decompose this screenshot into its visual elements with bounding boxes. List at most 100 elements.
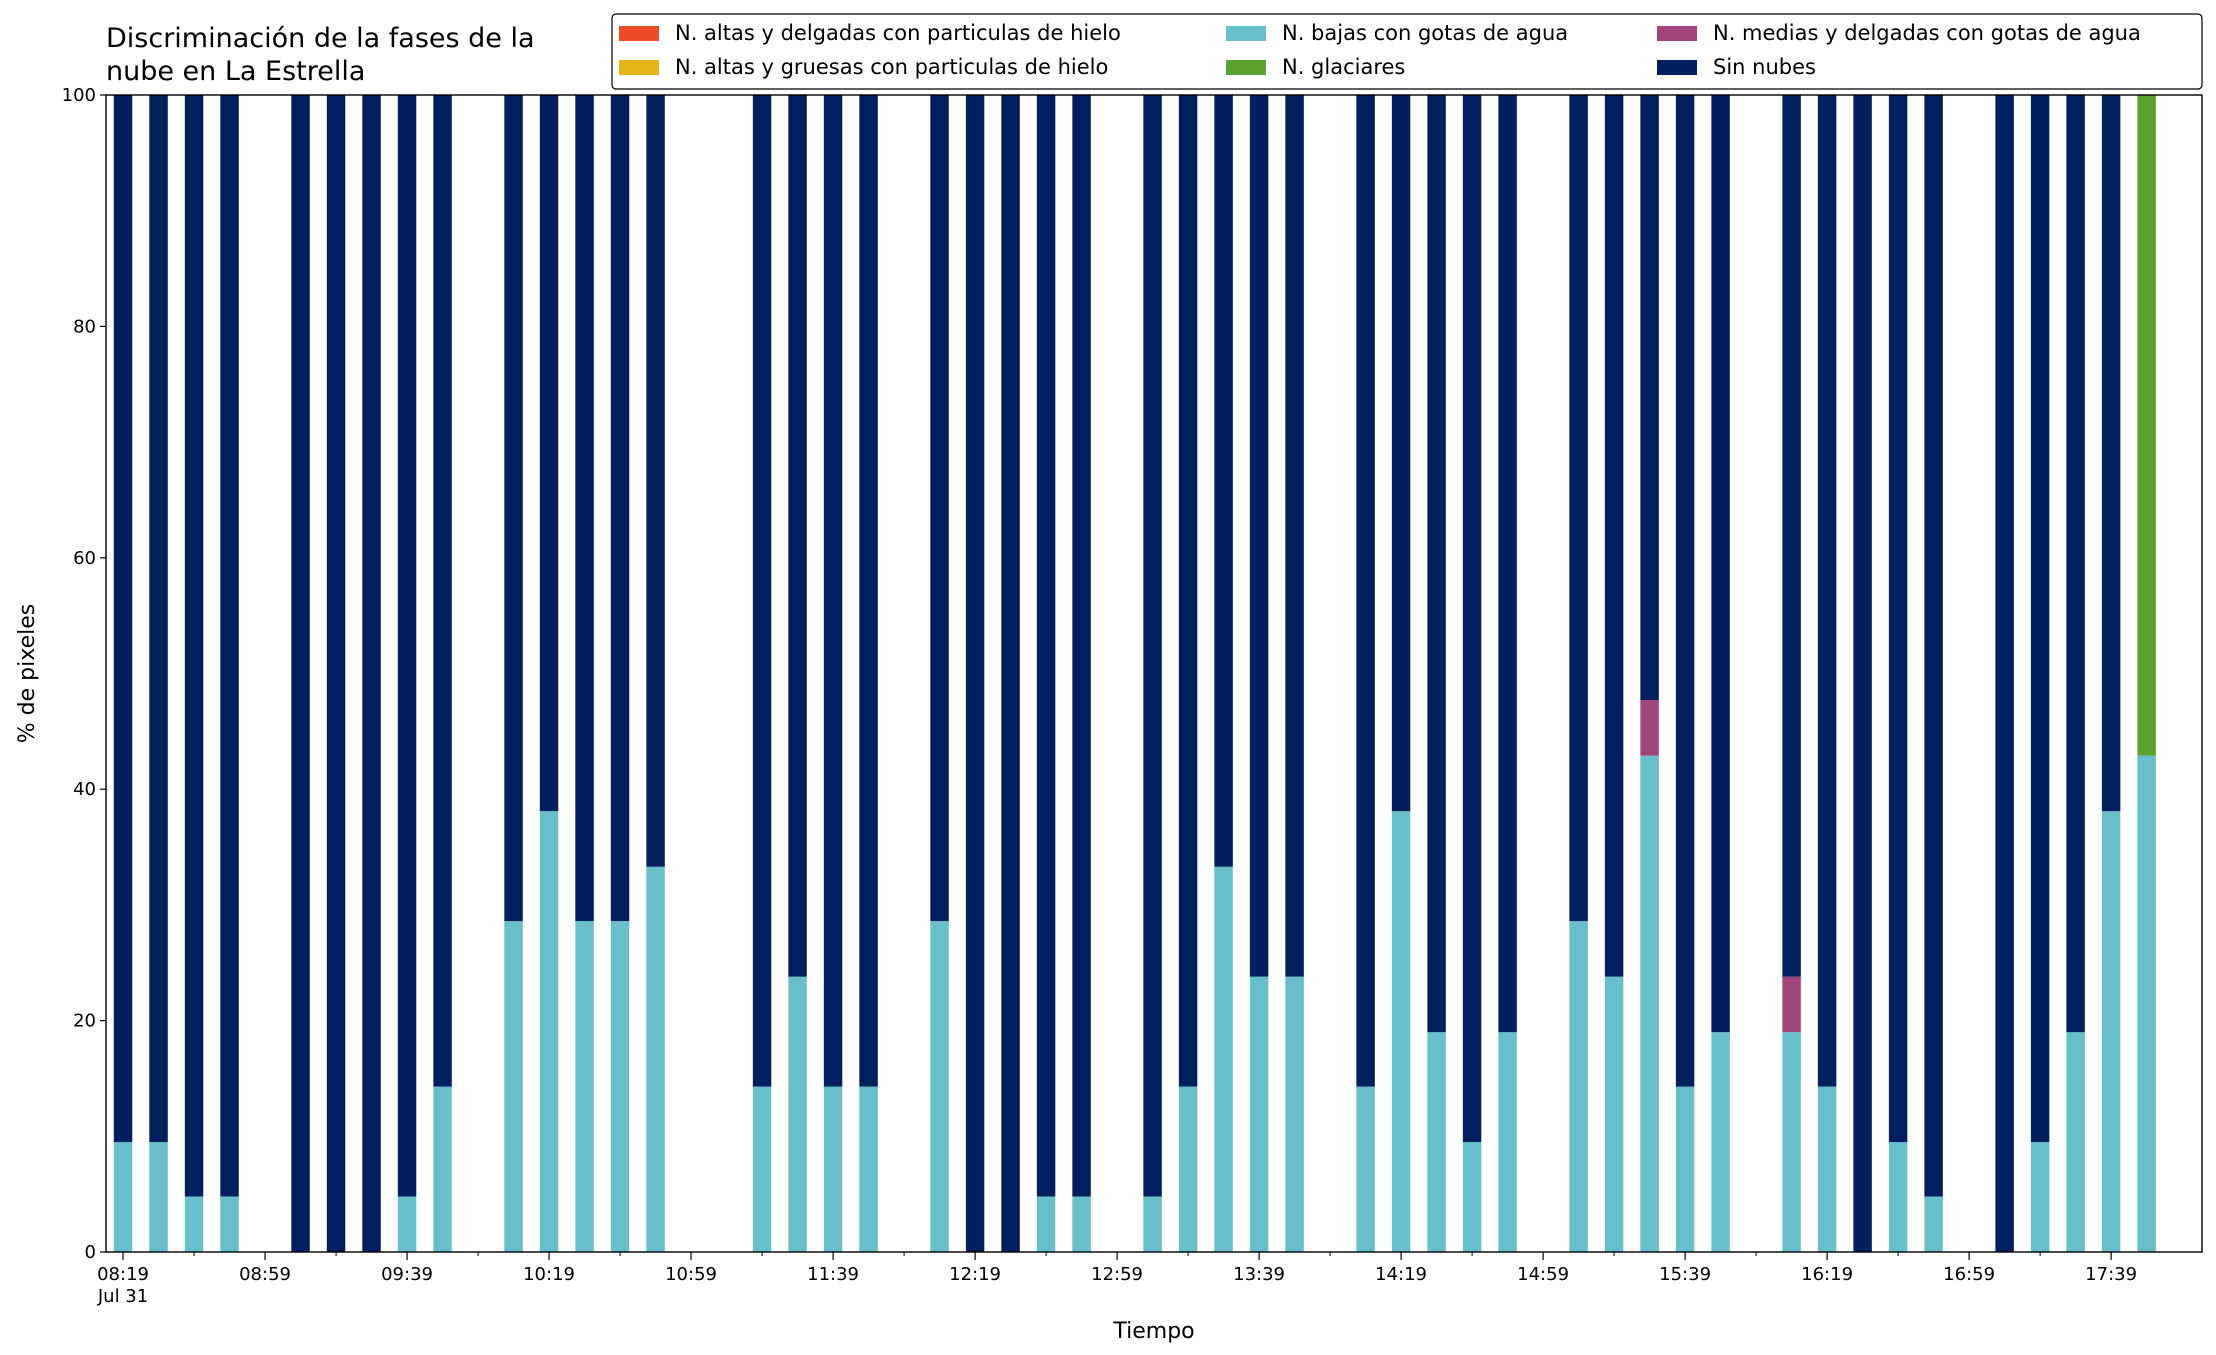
legend-label: N. bajas con gotas de agua: [1282, 21, 1568, 45]
bar-segment: [1640, 755, 1659, 1252]
x-tick-label: 08:19: [97, 1264, 149, 1285]
x-tick-label: 16:19: [1801, 1264, 1853, 1285]
bar-segment: [1817, 95, 1837, 1087]
bar-segment: [504, 95, 523, 922]
bar-segment: [113, 1142, 133, 1252]
bar-segment: [1675, 95, 1695, 1087]
bar-segment: [2066, 1032, 2085, 1252]
y-tick-label: 80: [73, 316, 96, 337]
legend-box: [611, 13, 2203, 90]
bar-segment: [930, 921, 949, 1252]
bar-segment: [1569, 921, 1588, 1252]
bar-segment: [1143, 95, 1162, 1197]
bar-segment: [184, 1196, 204, 1252]
bar-segment: [1888, 1142, 1908, 1252]
bar-segment: [1249, 95, 1269, 977]
bar-segment: [1249, 976, 1269, 1252]
bar-segment: [646, 95, 665, 867]
legend-label: N. altas y delgadas con particulas de hi…: [675, 21, 1121, 45]
x-tick-label: 12:19: [949, 1264, 1001, 1285]
legend-swatch: [1226, 26, 1266, 41]
bar-segment: [2101, 811, 2121, 1252]
x-tick-label: 13:39: [1233, 1264, 1285, 1285]
bar-segment: [433, 1086, 452, 1252]
bar-segment: [539, 811, 559, 1252]
bar-segment: [1072, 95, 1091, 1197]
bar-segment: [1924, 1196, 1943, 1252]
legend-swatch: [1226, 60, 1266, 75]
bar-segment: [1462, 1142, 1482, 1252]
legend-label: N. altas y gruesas con particulas de hie…: [675, 55, 1108, 79]
plot-frame: [105, 94, 2203, 1253]
bar-segment: [1036, 1196, 1056, 1252]
bar-segment: [1356, 1086, 1375, 1252]
x-axis-label: Tiempo: [1112, 1319, 1194, 1344]
bar-segment: [575, 95, 594, 922]
x-tick-label: 10:19: [523, 1264, 575, 1285]
x-tick-label: 11:39: [807, 1264, 859, 1285]
bar-segment: [1285, 976, 1304, 1252]
bar-segment: [1640, 95, 1659, 701]
bar-segment: [1391, 811, 1411, 1252]
bar-segment: [1711, 1032, 1730, 1252]
bar-segment: [1356, 95, 1375, 1087]
bar-segment: [113, 95, 133, 1143]
bar-segment: [1143, 1196, 1162, 1252]
bar-segment: [788, 976, 807, 1252]
bar-segment: [1498, 95, 1517, 1033]
bar-segment: [220, 1196, 239, 1252]
bar-segment: [610, 95, 630, 922]
y-tick-label: 20: [73, 1011, 96, 1032]
x-tick-label: 09:39: [381, 1264, 433, 1285]
bar-segment: [823, 95, 843, 1087]
bar-segment: [1817, 1086, 1837, 1252]
bar-segment: [2137, 755, 2156, 1252]
bar-segment: [1924, 95, 1943, 1197]
bar-segment: [610, 921, 630, 1252]
bar-segment: [2066, 95, 2085, 1033]
bar-segment: [752, 1086, 772, 1252]
bar-segment: [1853, 95, 1872, 1252]
bar-segment: [1782, 1032, 1801, 1252]
y-axis-label: % de pixeles: [15, 604, 40, 743]
bar-segment: [965, 95, 985, 1252]
legend-swatch: [619, 60, 659, 75]
bar-segment: [1072, 1196, 1091, 1252]
legend-label: Sin nubes: [1713, 55, 1816, 79]
x-tick-label: 14:59: [1517, 1264, 1569, 1285]
bar-segment: [1178, 95, 1198, 1087]
bar-segment: [1427, 1032, 1446, 1252]
legend-swatch: [1657, 26, 1697, 41]
bar-segment: [1427, 95, 1446, 1033]
bar-segment: [859, 1086, 878, 1252]
bar-segment: [788, 95, 807, 977]
y-tick-label: 0: [85, 1242, 96, 1263]
bar-segment: [1001, 95, 1020, 1252]
bar-segment: [1214, 95, 1233, 867]
bar-segment: [1995, 95, 2014, 1252]
bar-segment: [2101, 95, 2121, 812]
chart-title: Discriminación de la fases de la nube en…: [106, 23, 535, 87]
bar-segment: [575, 921, 594, 1252]
bar-segment: [433, 95, 452, 1087]
bar-segment: [859, 95, 878, 1087]
y-tick-label: 100: [62, 85, 96, 106]
bar-segment: [1604, 976, 1624, 1252]
bar-segment: [362, 95, 381, 1252]
bar-segment: [504, 921, 523, 1252]
x-date-label: Jul 31: [97, 1286, 148, 1307]
bar-segment: [1711, 95, 1730, 1033]
bar-segment: [149, 95, 168, 1143]
x-tick-label: 17:39: [2085, 1264, 2137, 1285]
x-tick-label: 12:59: [1091, 1264, 1143, 1285]
bar-segment: [646, 866, 665, 1252]
bar-segment: [149, 1142, 168, 1252]
bar-segment: [752, 95, 772, 1087]
y-tick-label: 60: [73, 548, 96, 569]
bar-segment: [397, 95, 417, 1197]
bar-segment: [184, 95, 204, 1197]
legend-label: N. glaciares: [1282, 55, 1405, 79]
bar-segment: [1782, 95, 1801, 977]
